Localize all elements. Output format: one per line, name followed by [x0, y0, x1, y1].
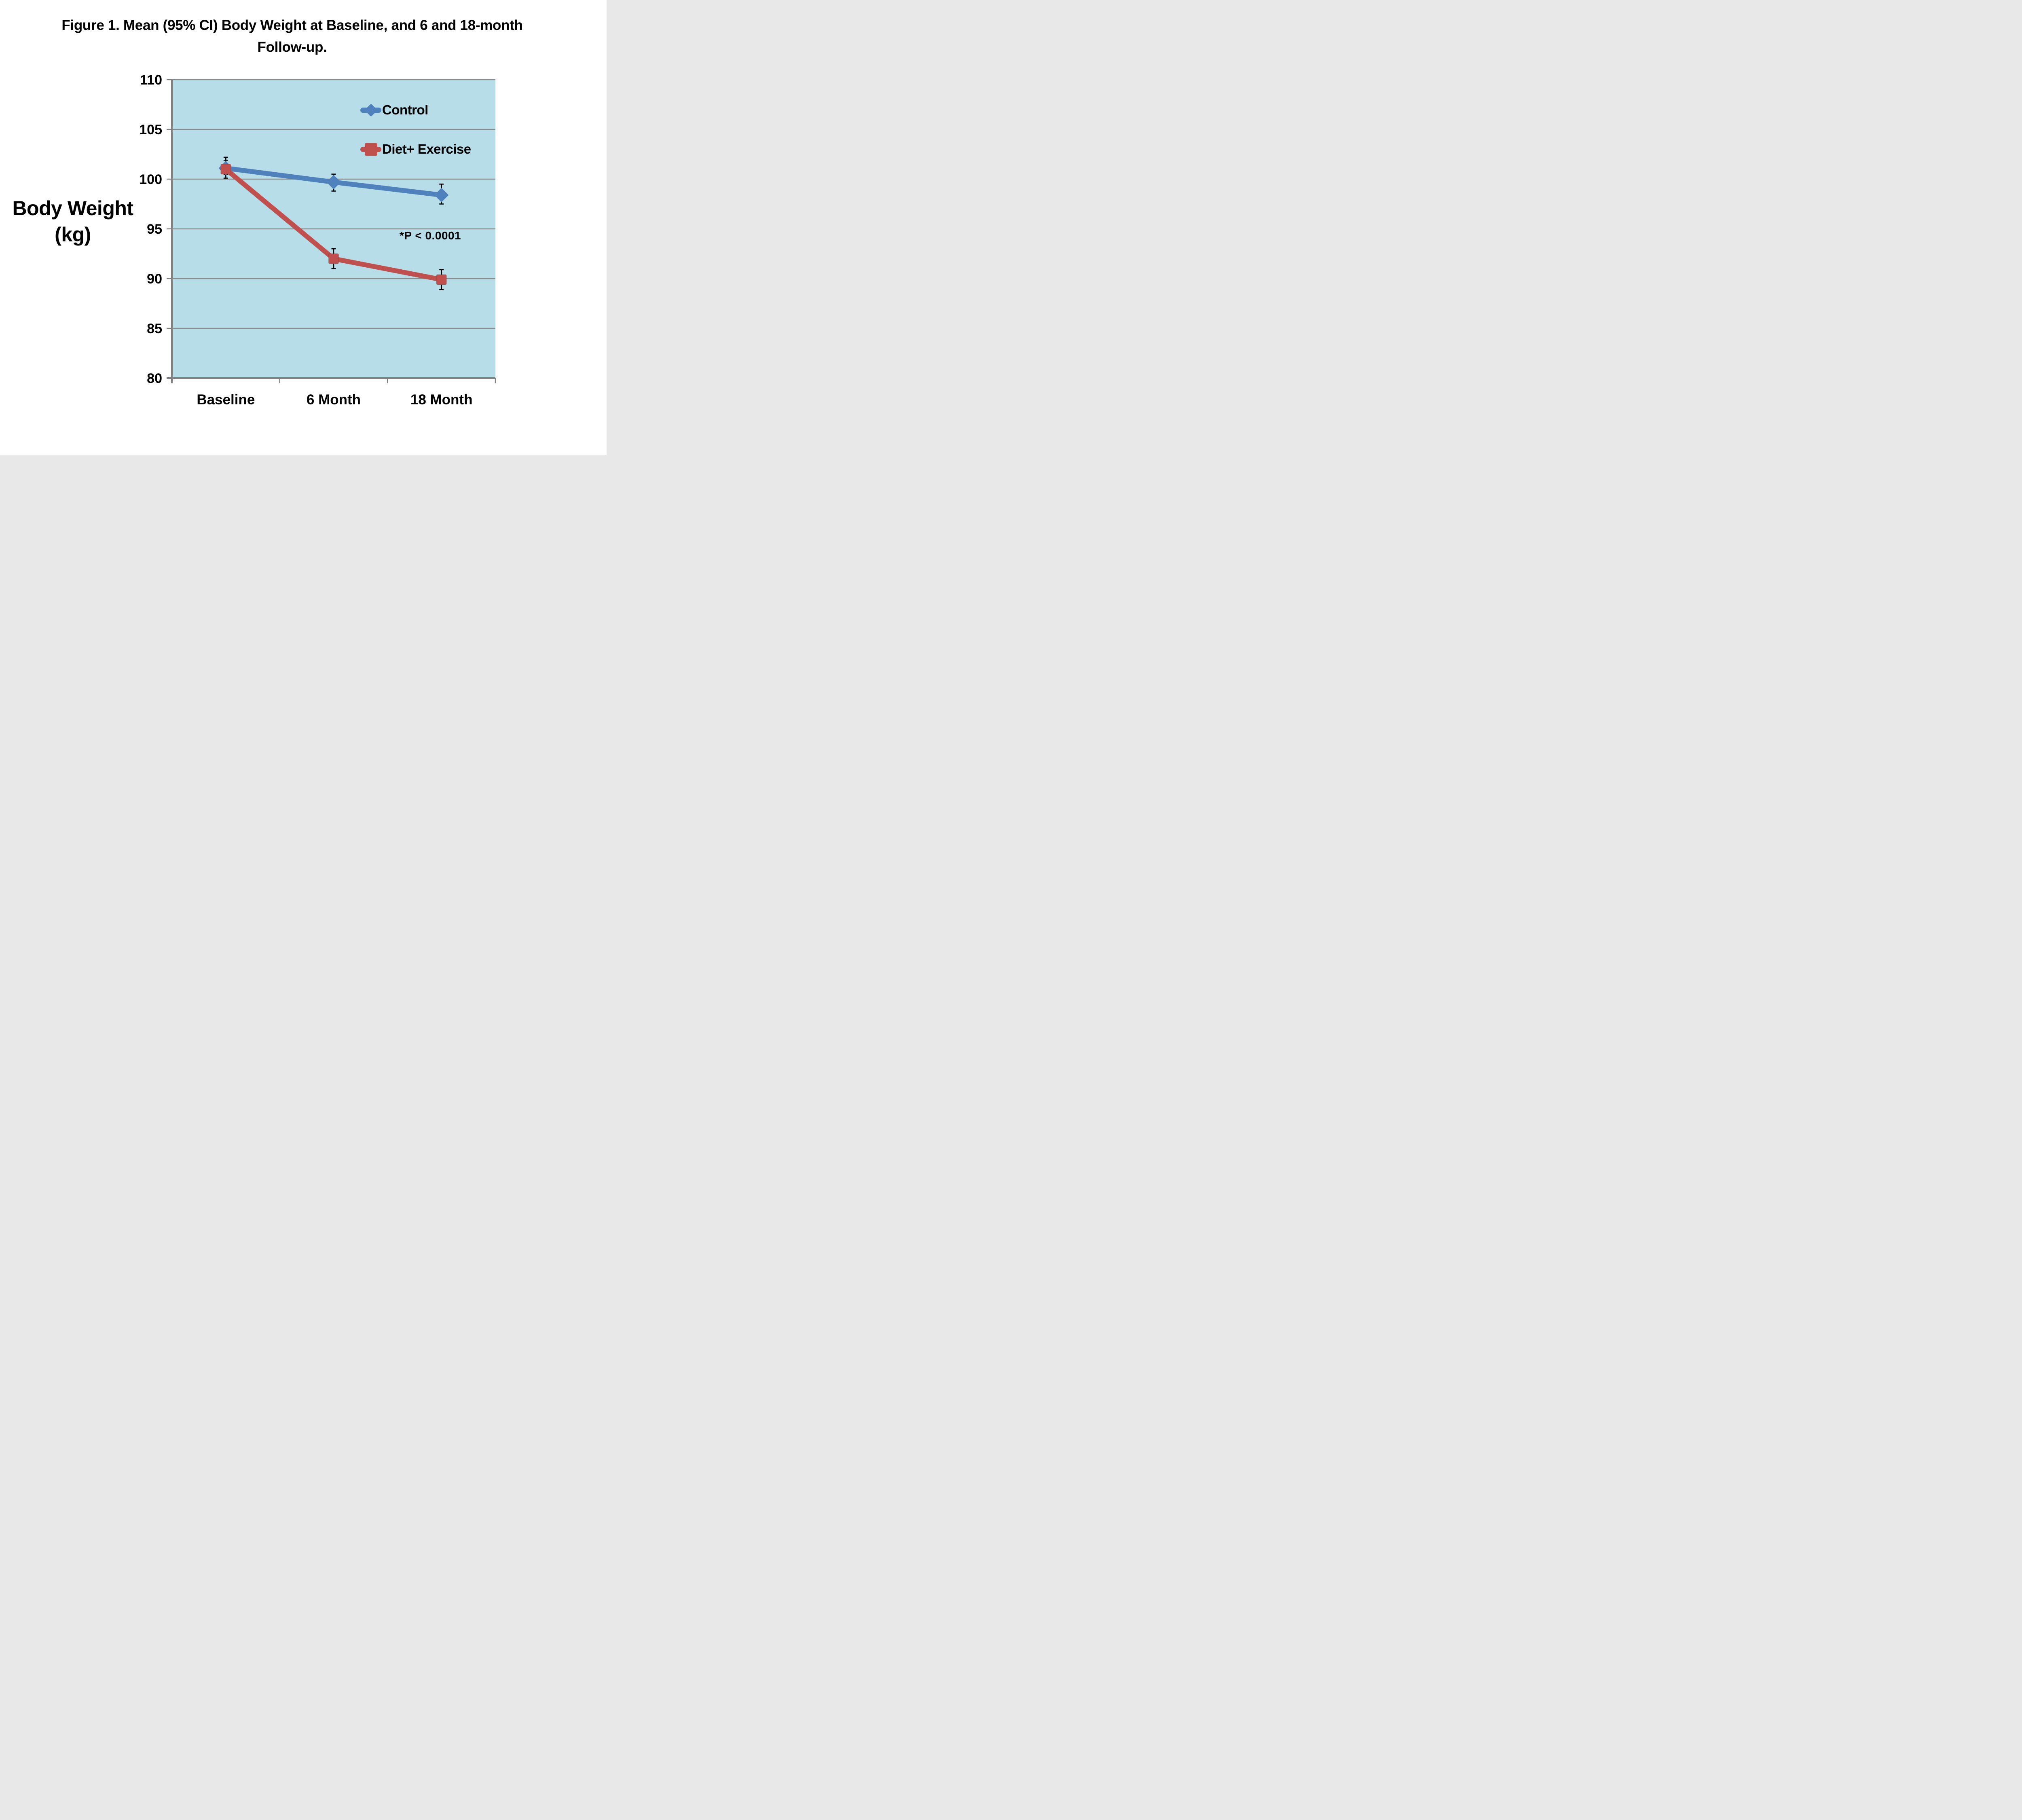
chart-plot: 110 105 100 95 90 85 80 Baseline 6 Month 18 Month: [139, 72, 496, 408]
y-tick-label-100: 100: [139, 172, 162, 187]
figure-title-line2: Follow-up.: [257, 39, 327, 55]
control-diamond-icon: [364, 103, 378, 117]
y-axis-title-line1: Body Weight: [12, 197, 133, 220]
y-tick-label-80: 80: [147, 371, 162, 386]
x-tick-label-2: 18 Month: [410, 392, 473, 408]
marker-diet-exercise-2: [436, 274, 447, 285]
marker-diet-exercise-1: [328, 253, 339, 264]
x-tick-label-1: 6 Month: [307, 392, 361, 408]
y-tick-label-110: 110: [140, 72, 162, 88]
x-tick-label-0: Baseline: [197, 392, 255, 408]
slide: Figure 1. Mean (95% CI) Body Weight at B…: [0, 0, 607, 455]
y-tick-label-95: 95: [147, 222, 162, 237]
figure-title-line1: Figure 1. Mean (95% CI) Body Weight at B…: [61, 17, 523, 33]
y-axis-title-line2: (kg): [55, 223, 91, 246]
y-tick-label-90: 90: [147, 271, 162, 287]
marker-control-2: [434, 188, 448, 202]
legend-marker-control: [360, 102, 381, 118]
diet-exercise-square-icon: [364, 143, 377, 156]
p-value-annotation: *P < 0.0001: [400, 229, 461, 242]
figure-title: Figure 1. Mean (95% CI) Body Weight at B…: [0, 15, 584, 58]
marker-control-1: [327, 175, 341, 189]
legend-label-control: Control: [382, 102, 428, 117]
y-tick-label-105: 105: [139, 122, 162, 137]
y-axis-title: Body Weight (kg): [2, 195, 144, 248]
marker-diet-exercise-0: [220, 163, 231, 175]
legend-marker-diet-exercise: [360, 141, 381, 157]
legend-label-diet-exercise: Diet+ Exercise: [382, 142, 471, 156]
y-tick-label-85: 85: [147, 321, 162, 336]
